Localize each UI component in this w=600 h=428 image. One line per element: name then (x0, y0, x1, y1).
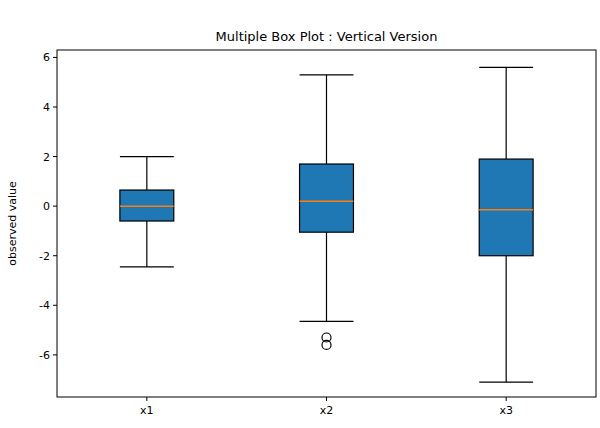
whisker-lower (146, 221, 147, 267)
x-tick-label: x3 (499, 404, 513, 417)
x-tick (146, 397, 147, 401)
chart-container: -6 -4 -2 0 2 4 6 x1 x2 x3 Multiple Box Plot : Vert… (0, 0, 600, 428)
cap-lower (120, 266, 174, 267)
cap-upper (479, 67, 533, 68)
whisker-upper (146, 157, 147, 190)
y-tick (53, 305, 57, 306)
title: Multiple Box Plot : Vertical Version (216, 29, 438, 44)
chart-svg: -6 -4 -2 0 2 4 6 x1 x2 x3 Multiple Box Plot : Vert… (0, 0, 600, 428)
whisker-lower (506, 256, 507, 382)
outlier (322, 340, 331, 349)
y-tick (53, 354, 57, 355)
y-tick (53, 107, 57, 108)
median (479, 209, 533, 211)
plot-frame (57, 50, 596, 397)
y-axis-label: observed value (6, 181, 19, 266)
y-tick-label: -2 (39, 250, 50, 263)
plot-area (120, 67, 533, 382)
box (479, 159, 533, 256)
y-tick (53, 57, 57, 58)
y-tick-label: 6 (43, 51, 50, 64)
whisker-lower (326, 232, 327, 321)
y-tick-label: 2 (43, 151, 50, 164)
whisker-upper (326, 75, 327, 164)
cap-lower (300, 321, 354, 322)
y-tick (53, 156, 57, 157)
cap-upper (300, 74, 354, 75)
median (300, 200, 354, 202)
y-tick (53, 206, 57, 207)
box (300, 164, 354, 232)
y-tick-label: -6 (39, 349, 50, 362)
y-tick-label: 0 (43, 200, 50, 213)
cap-upper (120, 156, 174, 157)
cap-lower (479, 382, 533, 383)
x-tick-label: x1 (140, 404, 154, 417)
x-tick-label: x2 (320, 404, 334, 417)
box (120, 190, 174, 221)
median (120, 205, 174, 207)
whisker-upper (506, 67, 507, 159)
y-tick-label: -4 (39, 299, 50, 312)
x-tick (506, 397, 507, 401)
y-tick-label: 4 (43, 101, 50, 114)
x-tick (326, 397, 327, 401)
y-tick (53, 255, 57, 256)
